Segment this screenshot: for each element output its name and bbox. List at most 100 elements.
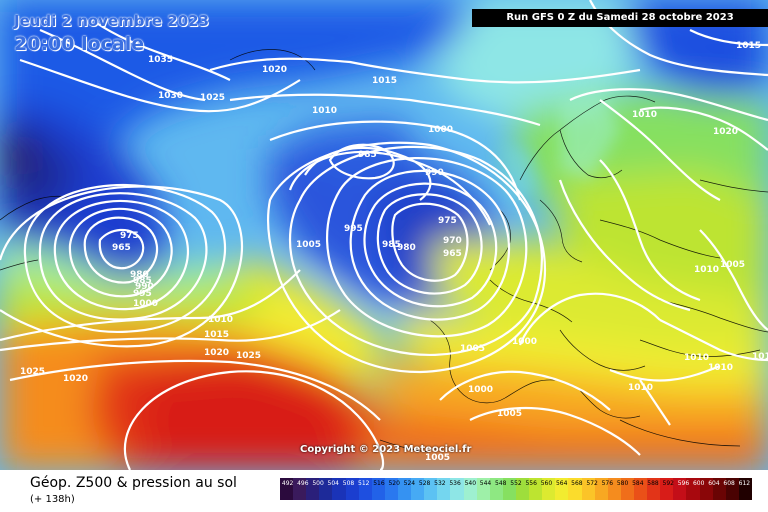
colorbar-label: 508 (342, 480, 355, 487)
colorbar-cell (437, 478, 451, 500)
isobar-label: 1005 (425, 453, 450, 463)
isobar-label: 985 (382, 240, 401, 250)
isobar-label: 1010 (684, 353, 709, 363)
isobar-label: 1005 (296, 240, 321, 250)
colorbar-cell (529, 478, 543, 500)
colorbar-cell (463, 478, 478, 500)
colorbar-label: 564 (555, 480, 568, 487)
isobar-label: 965 (112, 243, 131, 253)
colorbar-cell (634, 478, 648, 500)
legend-footer: Géop. Z500 & pression au sol (+ 138h) 49… (0, 470, 768, 512)
colorbar-label: 536 (449, 480, 461, 487)
colorbar-label: 576 (601, 480, 614, 487)
colorbar: 492 496 500 504 508 512 516 520 524 528 532 536 540 5… (280, 478, 753, 500)
isobar-label: 990 (135, 282, 154, 292)
colorbar-cell (424, 478, 438, 500)
colorbar-cell (725, 478, 740, 500)
colorbar-label: 580 (616, 480, 629, 487)
colorbar-cell (581, 478, 596, 500)
colorbar-cell (293, 478, 307, 500)
isobar-label: 1000 (468, 385, 493, 395)
isobar-label: 1020 (262, 65, 287, 75)
isobar-label: 985 (358, 150, 377, 160)
isobar-label: 1005 (720, 260, 745, 270)
colorbar-label: 496 (297, 480, 309, 487)
colorbar-label: 572 (586, 480, 598, 487)
isobar-label: 1025 (236, 351, 261, 361)
colorbar-label: 584 (632, 480, 644, 487)
isobar-label: 975 (438, 216, 457, 226)
isobar-label: 1020 (63, 374, 88, 384)
colorbar-cell (620, 478, 635, 500)
isobar-label: 1015 (372, 76, 397, 86)
isobar-label: 1015 (204, 330, 229, 340)
colorbar-cell (686, 478, 701, 500)
colorbar-cell (568, 478, 583, 500)
colorbar-cell (280, 478, 294, 500)
colorbar-label: 516 (373, 480, 385, 487)
colorbar-label: 504 (327, 480, 339, 487)
colorbar-label: 604 (708, 480, 720, 487)
isobar-label: 1010 (632, 110, 657, 120)
isobar-label: 1020 (204, 348, 229, 358)
colorbar-label: 612 (738, 480, 751, 487)
colorbar-cell (594, 478, 609, 500)
forecast-time: 20:00 locale (14, 33, 145, 55)
isobar-label: 1005 (497, 409, 522, 419)
isobar-label: 1025 (200, 93, 225, 103)
colorbar-label: 588 (647, 480, 659, 487)
colorbar-cell (398, 478, 412, 500)
colorbar-cell (371, 478, 386, 500)
colorbar-cell (306, 478, 320, 500)
isobar-label: 985 (133, 276, 152, 286)
colorbar-label: 500 (312, 480, 324, 487)
colorbar-label: 528 (418, 480, 431, 487)
colorbar-label: 512 (358, 480, 370, 487)
isobar-label: 1000 (512, 337, 537, 347)
colorbar-cell (738, 478, 753, 500)
colorbar-label: 568 (571, 480, 583, 487)
colorbar-cell (358, 478, 373, 500)
run-info: Run GFS 0 Z du Samedi 28 octobre 2023 (472, 9, 768, 27)
isobar-label: 1015 (736, 41, 761, 51)
colorbar-label: 544 (479, 480, 492, 487)
colorbar-cell (660, 478, 674, 500)
isobar-label: 995 (133, 289, 152, 299)
copyright: Copyright © 2023 Meteociel.fr (300, 444, 472, 455)
colorbar-label: 520 (388, 480, 400, 487)
colorbar-cell (516, 478, 530, 500)
colorbar-cell (411, 478, 425, 500)
isobar-label: 995 (344, 224, 363, 234)
isobar-label: 1010 (752, 352, 768, 362)
coastlines (0, 49, 768, 453)
isobar-label: 1010 (312, 106, 337, 116)
isobar-label: 1010 (208, 315, 233, 325)
colorbar-label: 608 (723, 480, 735, 487)
colorbar-label: 560 (540, 480, 553, 487)
isobar-label: 1010 (694, 265, 719, 275)
colorbar-cell (476, 478, 491, 500)
weather-map: 1035 1030 1025 1020 1015 1010 1000 985 990 975 980… (0, 0, 768, 470)
forecast-date: Jeudi 2 novembre 2023 (14, 12, 210, 30)
colorbar-label: 532 (434, 480, 446, 487)
isobar-label: 980 (397, 243, 416, 253)
colorbar-cell (555, 478, 569, 500)
product-title: Géop. Z500 & pression au sol (30, 475, 237, 491)
colorbar-label: 492 (281, 480, 294, 487)
colorbar-cell (673, 478, 687, 500)
colorbar-cell (384, 478, 399, 500)
colorbar-label: 592 (662, 480, 674, 487)
isobar-label: 965 (443, 249, 462, 259)
colorbar-label: 524 (403, 480, 416, 487)
isobar-label: 980 (130, 270, 149, 280)
isobar-label: 975 (120, 231, 139, 241)
colorbar-cell (502, 478, 517, 500)
colorbar-cell (332, 478, 347, 500)
isobar-label: 990 (425, 168, 444, 178)
colorbar-cell (319, 478, 333, 500)
colorbar-label: 540 (464, 480, 477, 487)
isobar-label: 1010 (708, 363, 733, 373)
isobar-label: 1025 (20, 367, 45, 377)
